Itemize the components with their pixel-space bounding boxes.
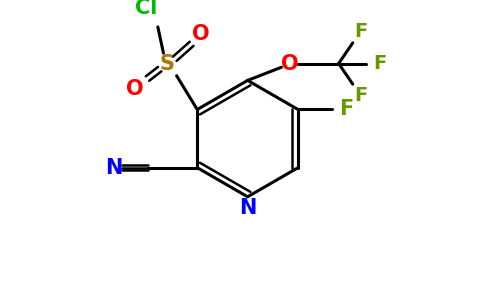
Text: N: N [105, 158, 122, 178]
Text: F: F [373, 54, 387, 73]
Text: F: F [355, 22, 368, 41]
Text: O: O [192, 24, 210, 44]
Text: O: O [125, 79, 143, 99]
Text: F: F [355, 86, 368, 105]
Text: F: F [339, 100, 353, 119]
Text: Cl: Cl [136, 0, 158, 18]
Text: O: O [281, 53, 299, 74]
Text: S: S [160, 55, 175, 74]
Text: N: N [239, 198, 257, 218]
